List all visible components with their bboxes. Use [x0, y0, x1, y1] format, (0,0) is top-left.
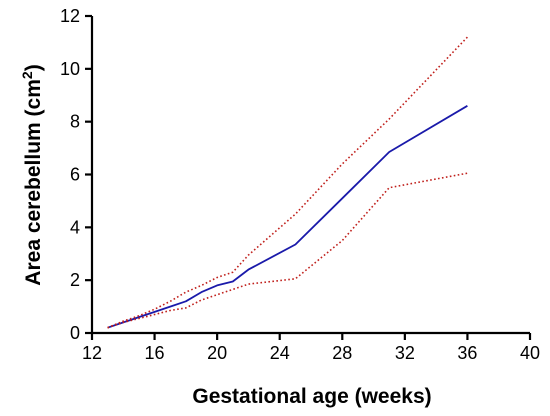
series-median-line [107, 105, 468, 329]
y-axis-title-superscript: 2 [19, 71, 35, 79]
y-tick-label: 12 [60, 6, 80, 26]
series-upper-bound-line [107, 36, 468, 329]
y-axis-title-main: Area cerebellum (cm [22, 79, 45, 286]
series-layer [107, 36, 468, 329]
y-axis-title-close: ) [22, 64, 45, 71]
x-tick-label: 16 [145, 343, 165, 363]
x-tick-label: 32 [395, 343, 415, 363]
series-lower-bound-line [107, 172, 468, 329]
y-tick-label: 0 [70, 323, 80, 343]
x-tick-label: 28 [332, 343, 352, 363]
x-tick-label: 24 [270, 343, 290, 363]
x-tick-label: 12 [82, 343, 102, 363]
x-axis-title: Gestational age (weeks) [192, 385, 431, 408]
x-tick-label: 20 [207, 343, 227, 363]
x-tick-label: 36 [457, 343, 477, 363]
y-axis-title: Area cerebellum (cm2) [19, 64, 45, 285]
x-tick-label: 40 [520, 343, 540, 363]
y-tick-label: 10 [60, 59, 80, 79]
y-tick-label: 8 [70, 112, 80, 132]
y-tick-label: 2 [70, 270, 80, 290]
axes-layer [90, 16, 530, 335]
y-tick-label: 4 [70, 217, 80, 237]
y-tick-label: 6 [70, 165, 80, 185]
